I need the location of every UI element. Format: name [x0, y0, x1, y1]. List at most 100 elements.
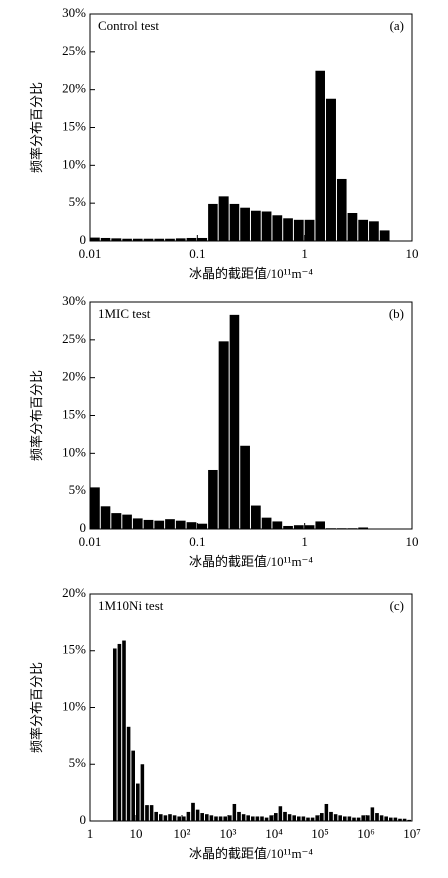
- bar: [352, 817, 356, 821]
- bar: [393, 817, 398, 821]
- bar: [186, 522, 197, 529]
- bar: [223, 816, 227, 821]
- panel-letter: (b): [389, 306, 404, 321]
- bar: [154, 520, 165, 529]
- y-tick-label: 15%: [62, 642, 86, 657]
- bar: [131, 750, 135, 821]
- bar: [240, 207, 250, 241]
- bar: [296, 816, 301, 821]
- x-tick-label: 1: [301, 534, 308, 549]
- bar: [320, 813, 324, 821]
- y-tick-label: 30%: [62, 293, 86, 308]
- bar: [325, 98, 336, 241]
- y-tick-label: 0: [80, 812, 87, 827]
- bar: [237, 811, 241, 821]
- bar: [122, 238, 132, 241]
- bar: [90, 237, 100, 241]
- bar: [218, 196, 229, 241]
- bar: [358, 219, 369, 241]
- x-tick-label: 10³: [220, 826, 237, 841]
- bar: [301, 816, 306, 821]
- y-tick-label: 10%: [62, 156, 86, 171]
- bar: [154, 811, 158, 821]
- bar: [324, 803, 329, 821]
- bar: [175, 238, 186, 241]
- x-tick-label: 0.1: [189, 534, 205, 549]
- bar: [361, 815, 365, 821]
- y-tick-label: 5%: [69, 194, 87, 209]
- y-tick-label: 30%: [62, 5, 86, 20]
- panel-title: 1MIC test: [98, 306, 151, 321]
- bar: [293, 525, 304, 529]
- plot-frame: [89, 13, 413, 242]
- y-tick-label: 25%: [62, 331, 86, 346]
- x-tick-label: 10: [406, 246, 419, 261]
- bar: [209, 815, 214, 821]
- x-tick-label: 0.1: [189, 246, 205, 261]
- x-tick-label: 10: [406, 534, 419, 549]
- y-tick-label: 10%: [62, 698, 86, 713]
- bar: [402, 818, 407, 821]
- bar: [186, 237, 197, 241]
- x-tick-label: 0.01: [79, 534, 102, 549]
- bar: [283, 811, 287, 821]
- bar: [250, 816, 255, 821]
- panel-title: 1M10Ni test: [98, 598, 164, 613]
- bar: [136, 783, 140, 821]
- bar: [165, 519, 175, 529]
- bar: [261, 211, 272, 241]
- y-axis-label: 频率分布百分比: [29, 82, 44, 173]
- x-axis-label: 冰晶的截距值/10¹¹m⁻⁴: [189, 266, 313, 281]
- x-tick-label: 10⁵: [311, 826, 329, 841]
- y-tick-label: 5%: [69, 755, 87, 770]
- bar: [132, 238, 143, 241]
- bar: [182, 816, 186, 821]
- bar: [241, 814, 246, 821]
- bar: [293, 219, 304, 241]
- bar: [195, 809, 200, 821]
- bar: [186, 811, 191, 821]
- bar: [366, 815, 370, 821]
- bar: [191, 802, 195, 821]
- bar: [342, 816, 347, 821]
- bar: [143, 519, 154, 529]
- bar: [232, 803, 237, 821]
- bar: [143, 238, 154, 241]
- bar: [204, 814, 209, 821]
- y-tick-label: 15%: [62, 118, 86, 133]
- y-axis-label: 频率分布百分比: [29, 662, 44, 753]
- bar: [168, 814, 172, 821]
- x-tick-label: 10⁶: [357, 826, 375, 841]
- x-tick-label: 1: [87, 826, 94, 841]
- x-tick-label: 10⁷: [403, 826, 421, 841]
- bar: [126, 726, 131, 821]
- bar: [246, 815, 250, 821]
- bar: [261, 517, 272, 529]
- bar: [310, 817, 315, 821]
- panel-letter: (a): [390, 18, 404, 33]
- y-tick-label: 25%: [62, 43, 86, 58]
- y-tick-label: 0: [80, 520, 87, 535]
- bar: [240, 445, 250, 529]
- bar: [379, 815, 384, 821]
- y-tick-label: 10%: [62, 444, 86, 459]
- bar: [347, 213, 358, 241]
- x-tick-label: 10⁴: [265, 826, 283, 841]
- bar: [407, 819, 411, 821]
- bar: [255, 816, 260, 821]
- bar: [375, 813, 379, 821]
- y-tick-label: 20%: [62, 369, 86, 384]
- bar: [329, 811, 333, 821]
- bar: [347, 816, 352, 821]
- bar: [163, 815, 168, 821]
- bar: [158, 814, 163, 821]
- bar: [356, 817, 361, 821]
- bar: [283, 218, 293, 241]
- bar: [208, 203, 218, 241]
- bar: [197, 523, 208, 529]
- bar: [100, 506, 111, 529]
- bar: [132, 518, 143, 529]
- bar: [229, 314, 240, 529]
- bar: [250, 505, 261, 529]
- bar: [122, 514, 132, 529]
